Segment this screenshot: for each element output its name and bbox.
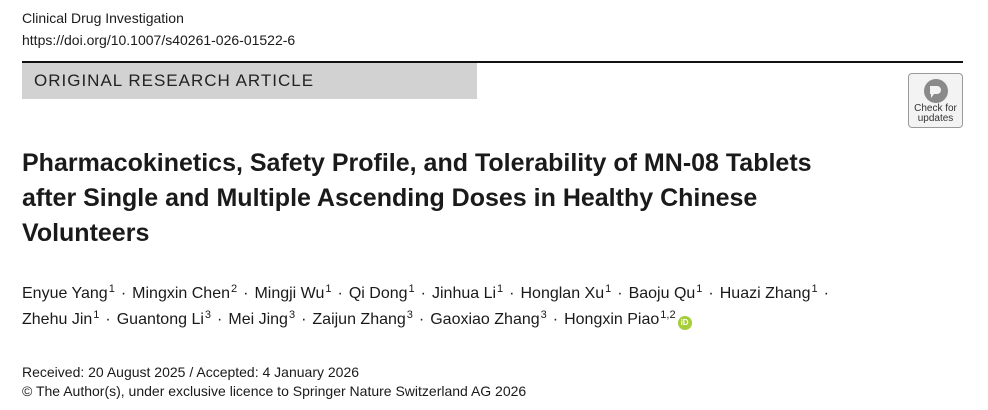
title-line-1: Pharmacokinetics, Safety Profile, and To… <box>22 149 812 177</box>
author-separator: · <box>823 285 829 302</box>
author-name-text: Mingxin Chen <box>132 285 230 302</box>
author-separator: · <box>243 285 249 302</box>
author-name-text: Baoju Qu <box>628 285 696 302</box>
affiliation-marker: 1 <box>605 283 612 295</box>
author-separator: · <box>217 311 223 328</box>
author-name-text: Zaijun Zhang <box>312 311 406 328</box>
affiliation-marker: 3 <box>204 309 212 321</box>
header-rule <box>22 61 963 63</box>
check-for-updates-label: Check for updates <box>914 103 957 124</box>
article-type-label: ORIGINAL RESEARCH ARTICLE <box>34 71 315 90</box>
affiliation-marker: 3 <box>288 309 296 321</box>
author-name-text: Zhehu Jin <box>22 311 93 328</box>
affiliation-marker: 1,2 <box>660 309 676 321</box>
author-name[interactable]: Zaijun Zhang3 <box>312 309 413 329</box>
author-separator: · <box>105 311 111 328</box>
affiliation-marker: 3 <box>406 309 413 321</box>
affiliation-marker: 2 <box>230 283 238 295</box>
author-name[interactable]: Baoju Qu1 <box>628 283 703 303</box>
author-list: Enyue Yang1 · Mingxin Chen2 · Mingji Wu1 · Qi … <box>22 281 942 333</box>
author-name[interactable]: Mingxin Chen2 <box>132 283 238 303</box>
author-name[interactable]: Mingji Wu1 <box>254 283 332 303</box>
author-separator: · <box>120 285 127 302</box>
author-name-text: Gaoxiao Zhang <box>430 311 540 328</box>
author-line-1: Enyue Yang1 · Mingxin Chen2 · Mingji Wu1 · Qi … <box>22 281 942 307</box>
author-separator: · <box>337 285 343 302</box>
author-name[interactable]: Guantong Li3 <box>116 309 212 329</box>
author-name[interactable]: Huazi Zhang1 <box>719 283 818 303</box>
author-name[interactable]: Hongxin Piao1,2 <box>564 309 676 329</box>
author-line-2: Zhehu Jin1 · Guantong Li3 · Mei Jing3 · Zaijun… <box>22 307 942 333</box>
author-name-text: Hongxin Piao <box>564 311 660 328</box>
author-name-text: Enyue Yang <box>22 285 108 302</box>
author-separator: · <box>617 285 623 302</box>
author-name-text: Jinhua Li <box>432 285 497 302</box>
author-name-text: Mei Jing <box>228 311 288 328</box>
author-name[interactable]: Zhehu Jin1 <box>22 309 100 329</box>
author-separator: · <box>301 311 307 328</box>
article-title: Pharmacokinetics, Safety Profile, and To… <box>22 146 902 251</box>
affiliation-marker: 1 <box>108 283 115 295</box>
orcid-icon[interactable]: iD <box>677 316 692 330</box>
affiliation-marker: 1 <box>408 283 415 295</box>
author-separator: · <box>509 285 515 302</box>
journal-name: Clinical Drug Investigation <box>22 10 184 26</box>
author-name-text: Huazi Zhang <box>719 285 811 302</box>
doi-link[interactable]: https://doi.org/10.1007/s40261-026-01522… <box>22 32 296 48</box>
affiliation-marker: 1 <box>325 283 332 295</box>
copyright-notice: © The Author(s), under exclusive licence… <box>22 383 527 399</box>
author-separator: · <box>418 311 425 328</box>
author-name[interactable]: Honglan Xu1 <box>520 283 612 303</box>
title-line-2: after Single and Multiple Ascending Dose… <box>22 184 758 212</box>
author-name[interactable]: Mei Jing3 <box>228 309 296 329</box>
affiliation-marker: 1 <box>93 309 100 321</box>
author-separator: · <box>552 311 559 328</box>
check-for-updates-button[interactable]: Check for updates <box>908 73 963 128</box>
author-separator: · <box>708 285 714 302</box>
author-name-text: Qi Dong <box>348 285 408 302</box>
author-name[interactable]: Gaoxiao Zhang3 <box>430 309 547 329</box>
affiliation-marker: 1 <box>696 283 703 295</box>
affiliation-marker: 1 <box>811 283 818 295</box>
affiliation-marker: 3 <box>540 309 547 321</box>
affiliation-marker: 1 <box>497 283 504 295</box>
author-name[interactable]: Jinhua Li1 <box>432 283 504 303</box>
received-accepted-dates: Received: 20 August 2025 / Accepted: 4 J… <box>22 364 360 380</box>
author-separator: · <box>420 285 426 302</box>
author-name-text: Honglan Xu <box>520 285 605 302</box>
title-line-3: Volunteers <box>22 219 150 247</box>
check-for-updates-icon <box>924 79 948 103</box>
author-name[interactable]: Qi Dong1 <box>348 283 415 303</box>
article-type-band: ORIGINAL RESEARCH ARTICLE <box>22 63 477 99</box>
author-name-text: Mingji Wu <box>254 285 325 302</box>
author-name[interactable]: Enyue Yang1 <box>22 283 115 303</box>
author-name-text: Guantong Li <box>116 311 204 328</box>
